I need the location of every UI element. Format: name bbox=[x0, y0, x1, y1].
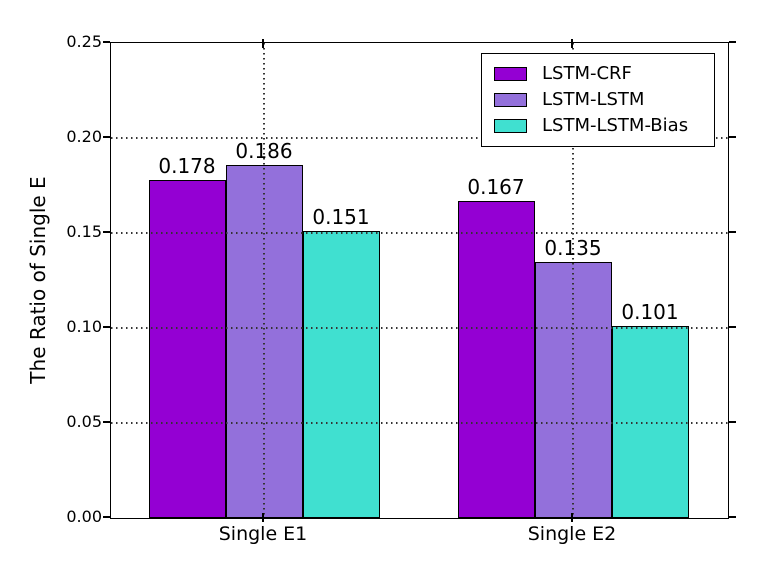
bar-value-label: 0.167 bbox=[467, 174, 525, 199]
y-tick-mark bbox=[103, 326, 110, 328]
legend: LSTM-CRF LSTM-LSTM LSTM-LSTM-Bias bbox=[481, 53, 715, 147]
legend-swatch bbox=[494, 119, 527, 133]
y-tick-mark bbox=[728, 516, 736, 518]
y-tick-label: 0.00 bbox=[66, 507, 102, 526]
y-tick-mark bbox=[103, 41, 110, 43]
y-tick-label: 0.05 bbox=[66, 412, 102, 431]
bar-value-label: 0.135 bbox=[544, 235, 602, 260]
bar-lstm-lstm-bias-single-e1 bbox=[302, 231, 380, 518]
y-tick-mark bbox=[103, 516, 110, 518]
y-tick-mark bbox=[103, 136, 110, 138]
legend-entry: LSTM-CRF bbox=[494, 64, 702, 84]
y-tick-label: 0.20 bbox=[66, 127, 102, 146]
y-tick-label: 0.25 bbox=[66, 32, 102, 51]
x-tick-label: Single E1 bbox=[218, 523, 308, 545]
y-tick-mark bbox=[728, 326, 736, 328]
bar-value-label: 0.186 bbox=[235, 138, 293, 163]
bar-lstm-lstm-bias-single-e2 bbox=[611, 326, 689, 518]
x-tick-mark bbox=[571, 513, 573, 522]
bar-lstm-crf-single-e2 bbox=[457, 200, 535, 518]
x-tick-mark bbox=[262, 39, 264, 48]
legend-entry: LSTM-LSTM-Bias bbox=[494, 116, 702, 136]
y-tick-mark bbox=[103, 421, 110, 423]
bar-lstm-crf-single-e1 bbox=[148, 179, 226, 518]
y-tick-label: 0.10 bbox=[66, 317, 102, 336]
legend-label: LSTM-LSTM bbox=[542, 89, 645, 110]
legend-entry: LSTM-LSTM bbox=[494, 90, 702, 110]
legend-swatch bbox=[494, 93, 527, 107]
x-tick-label: Single E2 bbox=[527, 523, 617, 545]
legend-swatch bbox=[494, 67, 527, 81]
x-tick-mark bbox=[262, 513, 264, 522]
y-axis-label: The Ratio of Single E bbox=[26, 176, 50, 384]
y-tick-mark bbox=[728, 231, 736, 233]
bar-value-label: 0.101 bbox=[621, 300, 679, 325]
bar-value-label: 0.151 bbox=[312, 205, 370, 230]
x-tick-mark bbox=[571, 39, 573, 48]
bar-value-label: 0.178 bbox=[158, 153, 216, 178]
legend-label: LSTM-CRF bbox=[542, 63, 632, 84]
bar-lstm-lstm-single-e1 bbox=[225, 164, 303, 518]
y-tick-label: 0.15 bbox=[66, 222, 102, 241]
y-tick-mark bbox=[728, 136, 736, 138]
y-tick-mark bbox=[103, 231, 110, 233]
y-tick-mark bbox=[728, 41, 736, 43]
legend-label: LSTM-LSTM-Bias bbox=[542, 115, 689, 136]
bar-lstm-lstm-single-e2 bbox=[534, 261, 612, 518]
y-tick-mark bbox=[728, 421, 736, 423]
